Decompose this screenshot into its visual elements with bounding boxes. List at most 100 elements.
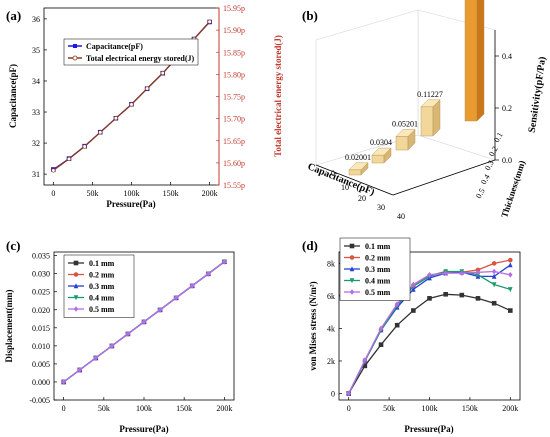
data-point-pd-0-10 bbox=[508, 308, 513, 313]
data-point-pa-1-6 bbox=[144, 86, 150, 91]
data-point-pd-3-9 bbox=[491, 282, 497, 288]
x-tick-label-pd-3: 150k bbox=[462, 404, 478, 413]
chart-a: 0 50k 100k 150k 200k 31 32 33 34 35 36 15.55p 15.60p… bbox=[8, 4, 283, 209]
y-tick-label-pc-5: 0.020 bbox=[32, 306, 50, 315]
bar-front-pb-4 bbox=[464, 0, 478, 122]
x-tick-label-pb-2: 20 bbox=[358, 194, 366, 203]
legend-marker-a-0 bbox=[73, 44, 77, 48]
bar-front-pb-2 bbox=[395, 136, 409, 151]
data-point-pd-4-9 bbox=[491, 268, 497, 275]
data-point-pc-4-0 bbox=[61, 379, 66, 385]
y-tick-label-pa-1: 32 bbox=[32, 139, 40, 148]
bar-top-pb-0 bbox=[348, 162, 369, 170]
y-axis-title-b: Thickness(mm) bbox=[499, 159, 527, 219]
data-point-pd-0-5 bbox=[427, 296, 432, 301]
data-point-pc-4-8 bbox=[189, 282, 195, 289]
legend-marker-pd-3 bbox=[349, 278, 355, 284]
x-tick-label-pd-1: 50k bbox=[383, 404, 395, 413]
panel-label-c: (c) bbox=[6, 238, 20, 253]
legend-label-pd-1: 0.2 mm bbox=[365, 254, 391, 263]
data-point-pa-1-7 bbox=[160, 70, 165, 76]
y-tick-label-pb-1: 0.2 bbox=[487, 145, 500, 158]
data-point-pd-4-7 bbox=[459, 270, 465, 276]
x-axis-title-d: Pressure(Pa) bbox=[404, 424, 453, 434]
y-tick-label-pa-2: 33 bbox=[32, 108, 40, 117]
y-axis-line-b bbox=[392, 159, 496, 196]
z-tick-label-pb-0: 0.0 bbox=[502, 156, 512, 165]
z-tick-label-pb-1: 0.2 bbox=[502, 104, 512, 113]
legend-marker-pc-1 bbox=[73, 272, 79, 277]
y2-tick-label-pa-6: 15.85p bbox=[223, 48, 245, 57]
y-tick-label-pd-0: 0 bbox=[331, 389, 335, 398]
data-point-pd-4-4 bbox=[411, 281, 416, 288]
data-point-pa-1-3 bbox=[98, 130, 103, 135]
chart-c: 0 50k 100k 150k 200k -0.005 0.000 0.005 0.010 0.0… bbox=[4, 251, 235, 434]
x-tick-label-pa-0: 0 bbox=[51, 189, 55, 198]
data-point-pc-4-7 bbox=[173, 295, 179, 301]
z-axis-title-b: Sensitivity(pF/Pa) bbox=[527, 56, 549, 133]
bar-top-pb-2 bbox=[395, 129, 416, 137]
data-point-pa-1-1 bbox=[66, 156, 72, 162]
legend-marker-pd-2 bbox=[349, 266, 355, 272]
x-tick-label-pc-0: 0 bbox=[62, 404, 66, 413]
y-tick-label-pa-3: 34 bbox=[32, 77, 40, 86]
data-point-pc-4-10 bbox=[222, 258, 227, 265]
y2-tick-label-pa-8: 15.95p bbox=[223, 4, 245, 13]
data-point-pc-4-6 bbox=[157, 307, 163, 313]
data-point-pd-0-9 bbox=[491, 300, 497, 306]
data-point-pd-1-10 bbox=[508, 257, 513, 263]
data-point-pd-2-4 bbox=[411, 286, 416, 292]
legend-marker-a-1 bbox=[72, 55, 78, 61]
legend-marker-pc-2 bbox=[73, 283, 79, 289]
legend-label-pd-2: 0.3 mm bbox=[365, 265, 391, 274]
legend-label-pd-4: 0.5 mm bbox=[365, 288, 391, 297]
data-point-pd-0-3 bbox=[394, 322, 400, 328]
data-point-pd-4-2 bbox=[378, 325, 384, 332]
data-point-pd-4-8 bbox=[475, 269, 481, 276]
data-point-pc-4-2 bbox=[93, 355, 99, 361]
x-tick-label-pd-0: 0 bbox=[347, 404, 351, 413]
legend-label-pc-1: 0.2 mm bbox=[89, 271, 115, 280]
legend-d: 0.1 mm 0.2 mm 0.3 mm 0.4 mm 0.5 mm bbox=[339, 237, 411, 301]
data-point-pd-4-1 bbox=[362, 357, 368, 363]
bar-front-pb-0 bbox=[348, 169, 362, 176]
data-point-pd-3-10 bbox=[508, 287, 513, 293]
y-tick-label-pc-3: 0.010 bbox=[32, 342, 50, 351]
x-tick-label-pb-4: 40 bbox=[397, 212, 405, 221]
x-tick-label-pd-2: 100k bbox=[422, 404, 438, 413]
y-tick-label-pb-4: 0.5 bbox=[474, 187, 487, 200]
data-point-pd-4-10 bbox=[508, 271, 513, 278]
y-tick-label-pc-2: 0.005 bbox=[32, 360, 50, 369]
x-tick-label-pb-1: 10 bbox=[341, 183, 349, 192]
x-tick-label-pc-2: 100k bbox=[136, 404, 152, 413]
y-tick-label-pc-6: 0.025 bbox=[32, 288, 50, 297]
y-tick-label-pc-1: 0.000 bbox=[32, 378, 50, 387]
legend-marker-pc-4 bbox=[73, 306, 79, 312]
panel-label-d: (d) bbox=[302, 238, 318, 253]
data-point-pd-0-4 bbox=[411, 308, 416, 313]
data-point-pd-0-7 bbox=[459, 292, 465, 298]
y-tick-label-pa-4: 35 bbox=[32, 46, 40, 55]
bar-label-pb-3: 0.11227 bbox=[417, 90, 443, 99]
data-point-pa-1-2 bbox=[82, 144, 87, 149]
data-point-pa-1-4 bbox=[113, 116, 119, 121]
y2-tick-label-pa-0: 15.55p bbox=[223, 181, 245, 190]
bar-side-pb-4 bbox=[476, 0, 485, 122]
y2-tick-label-pa-5: 15.80p bbox=[223, 70, 245, 79]
legend-label-pd-3: 0.4 mm bbox=[365, 277, 391, 286]
data-point-pc-4-9 bbox=[205, 270, 211, 277]
y-axis-title-c: Displacement(mm) bbox=[4, 290, 14, 363]
data-point-pd-0-2 bbox=[378, 342, 384, 348]
data-point-pa-1-5 bbox=[129, 102, 134, 107]
bar-label-pb-0: 0.02001 bbox=[345, 153, 371, 162]
bar-label-pb-2: 0.05201 bbox=[392, 119, 418, 128]
x-tick-label-pa-3: 150k bbox=[163, 189, 179, 198]
y-tick-label-pa-0: 31 bbox=[32, 170, 40, 179]
x-axis-title-c: Pressure(Pa) bbox=[119, 424, 168, 434]
data-point-pa-1-0 bbox=[51, 168, 56, 173]
y-tick-label-pd-4: 8k bbox=[327, 259, 335, 268]
data-point-pd-4-0 bbox=[346, 390, 351, 397]
x-axis-title-a: Pressure(Pa) bbox=[106, 199, 155, 209]
back-wall-left-b bbox=[315, 9, 419, 166]
